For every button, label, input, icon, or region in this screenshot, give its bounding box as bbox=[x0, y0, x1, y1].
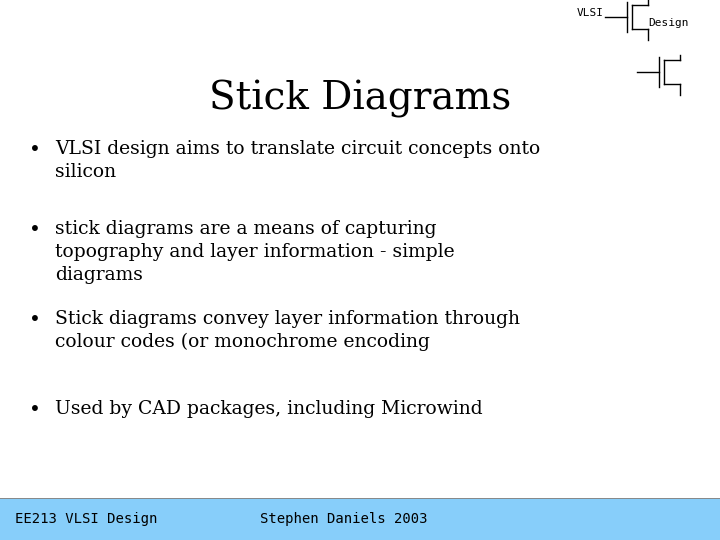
Text: Stick diagrams convey layer information through
colour codes (or monochrome enco: Stick diagrams convey layer information … bbox=[55, 310, 520, 351]
Text: •: • bbox=[29, 220, 41, 239]
Text: VLSI: VLSI bbox=[577, 8, 604, 18]
Text: Stick Diagrams: Stick Diagrams bbox=[209, 80, 511, 118]
Text: VLSI design aims to translate circuit concepts onto
silicon: VLSI design aims to translate circuit co… bbox=[55, 140, 540, 181]
Text: •: • bbox=[29, 400, 41, 419]
Text: •: • bbox=[29, 310, 41, 329]
Text: Stephen Daniels 2003: Stephen Daniels 2003 bbox=[260, 512, 428, 526]
Text: stick diagrams are a means of capturing
topography and layer information - simpl: stick diagrams are a means of capturing … bbox=[55, 220, 454, 284]
Text: EE213 VLSI Design: EE213 VLSI Design bbox=[15, 512, 158, 526]
Text: Used by CAD packages, including Microwind: Used by CAD packages, including Microwin… bbox=[55, 400, 482, 418]
Text: •: • bbox=[29, 140, 41, 159]
Bar bbox=[0, 498, 720, 540]
Text: Design: Design bbox=[648, 18, 688, 28]
